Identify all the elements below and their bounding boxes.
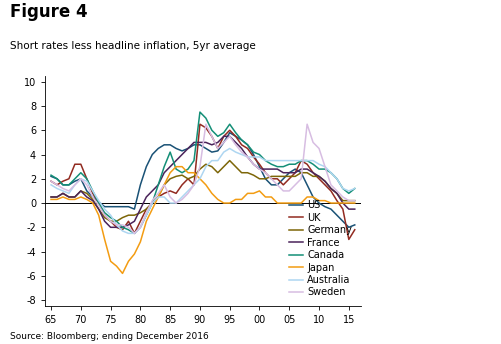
UK [48,179,54,183]
Australia [244,155,250,159]
Australia [197,177,203,181]
Japan [161,183,167,187]
Canada [203,116,209,120]
US [238,138,244,142]
UK [72,162,78,166]
UK [250,155,257,159]
Line: Germany: Germany [51,161,355,221]
France [108,225,114,229]
UK [352,228,358,232]
Japan [221,201,227,205]
Japan [203,183,209,187]
Line: France: France [51,136,355,227]
Sweden [203,122,209,126]
UK [155,195,161,199]
Germany [48,195,54,199]
US [72,179,78,183]
France [244,155,250,159]
UK [215,147,221,151]
Germany [215,171,221,175]
France [215,140,221,144]
Canada [72,177,78,181]
UK [197,122,203,126]
Australia [72,183,78,187]
France [257,167,263,171]
Canada [131,231,137,235]
Sweden [257,167,263,171]
Germany [161,183,167,187]
France [48,195,54,199]
Sweden [161,183,167,187]
Australia [226,147,232,151]
France [72,195,78,199]
Line: Canada: Canada [51,112,355,233]
US [48,174,54,179]
Text: Figure 4: Figure 4 [10,3,88,21]
US [191,143,197,147]
Canada [244,143,250,147]
France [221,134,227,138]
Australia [352,186,358,191]
Germany [226,159,232,163]
Australia [125,231,131,235]
Australia [161,195,167,199]
Canada [48,173,54,177]
Germany [257,177,263,181]
France [352,207,358,211]
Canada [257,152,263,157]
US [352,223,358,227]
Japan [257,189,263,193]
Germany [72,195,78,199]
Canada [352,186,358,191]
Sweden [131,231,137,235]
Canada [161,164,167,169]
Line: Australia: Australia [51,149,355,233]
Germany [108,219,114,223]
Sweden [244,155,250,159]
US [226,131,232,135]
Canada [221,131,227,135]
UK [346,237,352,241]
Japan [120,271,126,276]
US [209,150,215,154]
Sweden [72,183,78,187]
Australia [257,155,263,159]
Australia [48,183,54,187]
Text: Short rates less headline inflation, 5yr average: Short rates less headline inflation, 5yr… [10,41,256,51]
France [161,171,167,175]
US [155,147,161,151]
Line: Japan: Japan [51,166,355,273]
Japan [173,164,179,169]
Australia [215,159,221,163]
Germany [244,171,250,175]
Japan [244,191,250,195]
Germany [352,198,358,203]
UK [238,143,244,147]
Japan [48,197,54,202]
Canada [197,110,203,114]
Sweden [352,198,358,203]
Sweden [221,140,227,144]
France [197,140,203,144]
Japan [352,201,358,205]
UK [191,183,197,187]
Japan [72,197,78,202]
Sweden [197,164,203,169]
US [346,225,352,229]
Line: US: US [51,133,355,227]
Line: UK: UK [51,124,355,239]
Sweden [48,179,54,183]
US [250,152,257,157]
Legend: US, UK, Germany, France, Canada, Japan, Australia, Sweden: US, UK, Germany, France, Canada, Japan, … [285,196,356,301]
Germany [197,167,203,171]
Line: Sweden: Sweden [51,124,355,233]
Text: Source: Bloomberg; ending December 2016: Source: Bloomberg; ending December 2016 [10,332,209,341]
